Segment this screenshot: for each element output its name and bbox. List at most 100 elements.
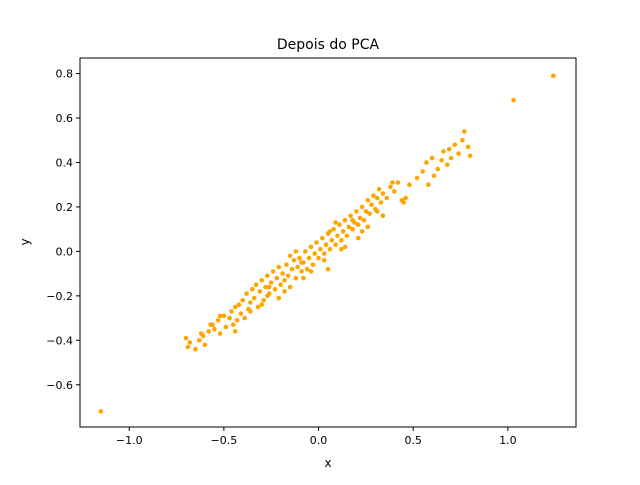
data-point [242, 315, 247, 321]
data-point [321, 251, 327, 256]
data-point [185, 344, 191, 350]
data-point [363, 209, 369, 214]
data-point [217, 331, 223, 336]
data-point [238, 311, 244, 316]
x-tick-label: 0.0 [310, 434, 328, 447]
data-point [244, 291, 249, 296]
data-point [276, 264, 282, 270]
data-point [359, 204, 365, 210]
data-point [217, 313, 223, 319]
data-point [376, 186, 382, 192]
data-point [183, 335, 189, 341]
data-point [395, 180, 401, 185]
data-point [263, 284, 268, 290]
data-point [257, 289, 263, 294]
data-point [287, 284, 293, 290]
data-point [98, 409, 104, 414]
data-point [282, 278, 287, 283]
data-point [388, 184, 393, 190]
data-point [232, 329, 238, 334]
data-point [399, 198, 405, 203]
x-tick-label: 0.5 [404, 434, 422, 447]
data-point [187, 340, 193, 345]
data-point [210, 322, 215, 328]
data-point [361, 218, 367, 223]
data-point [278, 282, 284, 288]
data-point [420, 169, 426, 174]
data-point [342, 244, 348, 250]
data-point [462, 129, 467, 134]
data-point [212, 326, 217, 332]
data-point [350, 218, 355, 223]
data-point [265, 273, 270, 279]
y-tick-label: 0.8 [56, 68, 74, 81]
data-point [265, 293, 270, 299]
data-point [227, 315, 232, 321]
data-point [291, 258, 297, 263]
data-point [327, 229, 333, 234]
data-point [255, 304, 261, 310]
y-tick-label: 0.6 [56, 112, 74, 125]
data-point [193, 346, 198, 352]
data-point [206, 329, 211, 334]
data-point [439, 158, 444, 163]
data-point [223, 324, 229, 330]
data-point [261, 298, 266, 303]
data-point [200, 333, 206, 339]
data-point [467, 153, 473, 159]
data-point [414, 175, 420, 181]
data-point [348, 213, 354, 219]
data-point [359, 229, 365, 234]
data-point [339, 238, 344, 243]
data-point [327, 246, 333, 252]
data-point [221, 313, 227, 319]
data-point [365, 198, 371, 203]
data-point [357, 215, 363, 221]
data-point [446, 146, 452, 152]
data-point [276, 295, 282, 301]
data-point [407, 182, 412, 187]
data-point [308, 244, 314, 250]
data-point [435, 166, 441, 172]
data-point [272, 286, 278, 292]
data-point [284, 262, 289, 268]
data-point [333, 220, 338, 225]
data-point [403, 195, 408, 201]
data-point [316, 255, 321, 261]
data-point [344, 233, 350, 239]
data-point [234, 318, 240, 323]
data-point [301, 275, 306, 281]
data-point [551, 73, 556, 79]
y-tick-label: 0.4 [56, 156, 74, 169]
data-point [202, 342, 208, 348]
data-point [267, 284, 272, 290]
data-point [354, 209, 359, 214]
data-points [98, 73, 556, 414]
data-point [460, 137, 465, 143]
data-point [441, 149, 446, 154]
data-point [356, 222, 361, 227]
data-point [335, 233, 340, 239]
data-point [380, 213, 386, 219]
data-point [289, 266, 295, 272]
data-point [356, 235, 361, 241]
data-point [445, 162, 450, 167]
data-point [448, 155, 454, 161]
data-point [308, 269, 314, 274]
data-point [303, 249, 308, 254]
data-point [392, 189, 397, 194]
data-point [371, 193, 376, 199]
data-point [248, 309, 253, 314]
data-point [384, 195, 390, 201]
data-point [350, 226, 355, 232]
x-tick-label: −1.0 [116, 434, 143, 447]
data-point [426, 182, 431, 187]
chart-title: Depois do PCA [277, 37, 380, 53]
data-point [248, 300, 253, 305]
data-point [287, 253, 293, 259]
data-point [378, 200, 384, 205]
y-tick-label: −0.2 [46, 290, 73, 303]
data-point [320, 235, 325, 241]
data-point [331, 226, 337, 232]
